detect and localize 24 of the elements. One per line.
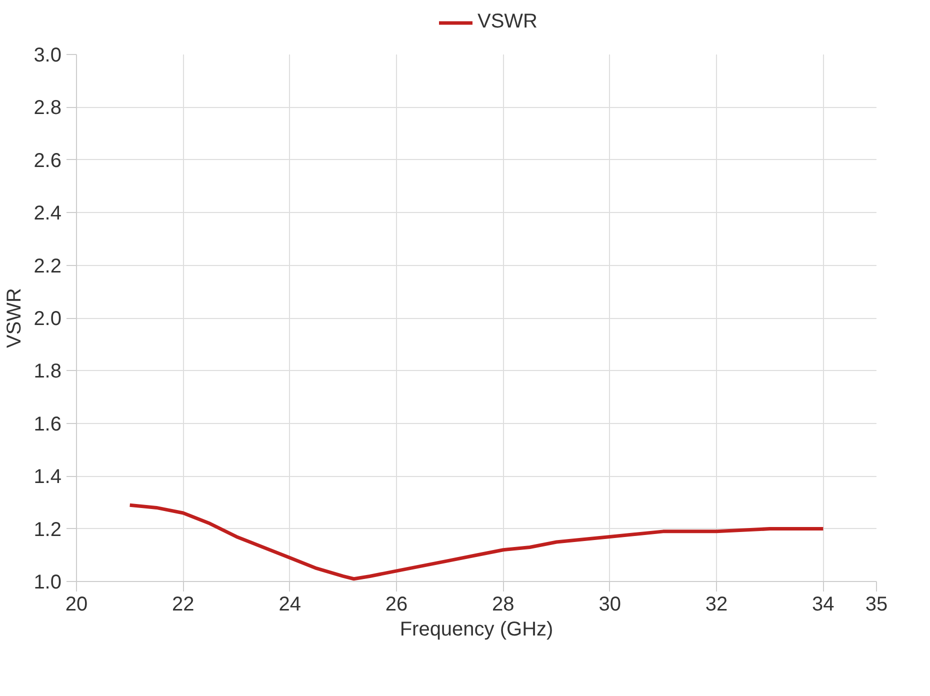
x-tick-label: 26	[385, 594, 408, 616]
x-tick-label: 20	[65, 594, 88, 616]
y-tick-label: 2.6	[34, 150, 62, 172]
y-tick-label: 2.8	[34, 97, 62, 120]
x-tick-label: 35	[865, 594, 888, 616]
y-tick-label: 3.0	[34, 44, 62, 66]
x-axis-title: Frequency (GHz)	[400, 618, 554, 640]
y-tick-label: 1.4	[34, 466, 62, 488]
legend-label: VSWR	[478, 10, 538, 34]
x-tick-label: 32	[705, 594, 728, 616]
y-tick-label: 1.0	[34, 572, 62, 594]
x-tick-label: 24	[278, 594, 301, 616]
x-tick-label: 22	[172, 594, 194, 616]
line-series	[128, 503, 825, 581]
y-tick-label: 2.2	[34, 255, 62, 278]
x-tick-label: 34	[812, 594, 834, 616]
y-axis-title: VSWR	[4, 288, 26, 348]
y-tick-label: 1.2	[34, 518, 62, 541]
y-tick-label: 1.8	[34, 360, 62, 383]
x-tick-label: 28	[492, 594, 514, 616]
x-tick-label: 30	[598, 594, 621, 616]
y-tick-label: 2.4	[34, 202, 62, 225]
y-tick-label: 2.0	[34, 308, 62, 330]
y-tick-label: 1.6	[34, 413, 62, 436]
